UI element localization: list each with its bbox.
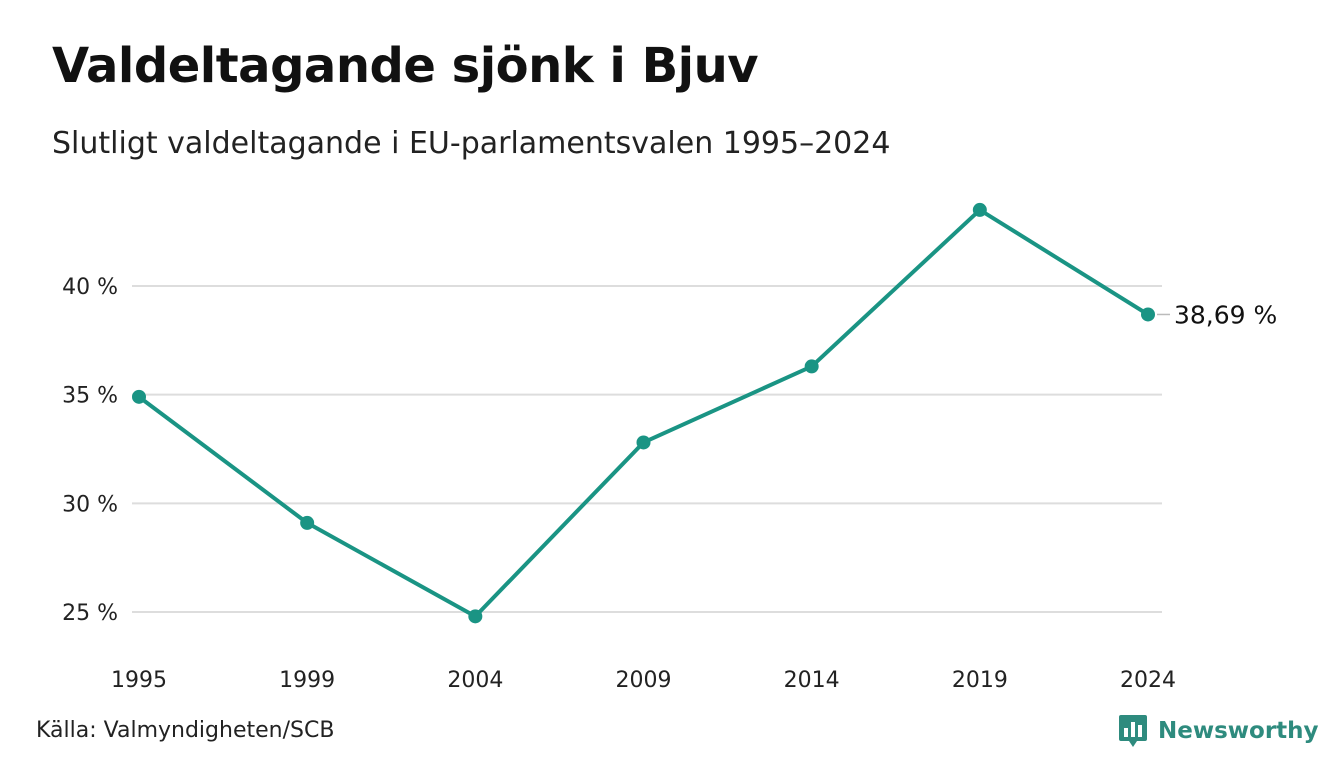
x-axis-tick-labels: 1995 1999 2004 2009 2014 2019 2024 xyxy=(111,668,1176,693)
y-tick-label: 30 % xyxy=(62,492,118,517)
x-tick-label: 2024 xyxy=(1120,668,1176,693)
x-tick-label: 2014 xyxy=(784,668,840,693)
end-value-label-group: 38,69 % xyxy=(1157,300,1277,329)
y-tick-label: 25 % xyxy=(62,601,118,626)
chart-title: Valdeltagande sjönk i Bjuv xyxy=(52,38,759,94)
data-points xyxy=(132,202,1155,624)
series-path xyxy=(137,207,1150,619)
series-line xyxy=(137,207,1150,619)
end-value-label: 38,69 % xyxy=(1174,300,1277,329)
brand-name: Newsworthy xyxy=(1158,718,1319,744)
data-point-2024 xyxy=(1141,307,1155,322)
y-tick-label: 40 % xyxy=(62,275,118,300)
data-point-2009 xyxy=(636,435,651,450)
brand-logo: Newsworthy xyxy=(1118,713,1319,749)
x-tick-label: 2009 xyxy=(616,668,672,693)
chart-subtitle: Slutligt valdeltagande i EU-parlamentsva… xyxy=(52,126,891,161)
bar-chart-bubble-icon xyxy=(1119,715,1147,747)
y-axis-tick-labels: 25 % 30 % 35 % 40 % xyxy=(62,275,118,626)
x-tick-label: 1999 xyxy=(279,668,335,693)
data-point-2004 xyxy=(468,609,483,624)
y-tick-label: 35 % xyxy=(62,384,118,409)
data-point-2014 xyxy=(804,359,819,374)
grid-lines xyxy=(132,285,1162,613)
data-point-1999 xyxy=(300,515,315,530)
x-tick-label: 1995 xyxy=(111,668,167,693)
x-tick-label: 2004 xyxy=(447,668,503,693)
data-point-2019 xyxy=(972,202,987,217)
source-note: Källa: Valmyndigheten/SCB xyxy=(36,718,335,743)
data-point-1995 xyxy=(132,389,146,404)
x-tick-label: 2019 xyxy=(952,668,1008,693)
